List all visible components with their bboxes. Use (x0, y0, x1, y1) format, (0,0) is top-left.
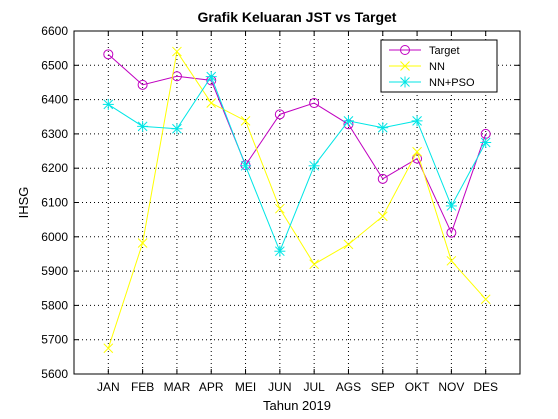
data-point-target (274, 109, 285, 120)
legend-label: NN+PSO (429, 77, 475, 89)
data-point-nn (343, 239, 354, 250)
data-point-nn-pso (205, 71, 217, 83)
y-axis-label: IHSG (16, 187, 31, 219)
x-tick-label: FEB (131, 380, 154, 394)
data-point-nn (446, 255, 457, 266)
x-tick-label: JUL (303, 380, 325, 394)
x-tick-label: OKT (405, 380, 430, 394)
data-point-nn (309, 259, 320, 270)
series-line-nn-pso (108, 75, 487, 253)
y-tick-label: 6000 (41, 230, 68, 244)
data-point-target (446, 227, 457, 238)
x-axis-label: Tahun 2019 (263, 398, 331, 413)
y-tick-label: 6200 (41, 161, 68, 175)
y-tick-label: 5900 (41, 264, 68, 278)
y-tick-label: 6300 (41, 127, 68, 141)
x-tick-label: SEP (371, 380, 395, 394)
data-point-nn-pso (102, 98, 114, 110)
series-layer (102, 46, 492, 354)
y-tick-label: 6500 (41, 58, 68, 72)
data-point-nn-pso (137, 120, 149, 132)
data-point-target (103, 49, 114, 60)
data-point-nn-pso (411, 115, 423, 127)
y-tick-label: 5600 (41, 367, 68, 381)
data-point-nn (480, 294, 491, 305)
data-point-nn (103, 343, 114, 354)
data-point-target (309, 98, 320, 109)
axis-ticks: 5600 5700 5800 5900 6000 6100 6200 6300 6400 6500… (41, 24, 520, 394)
data-point-nn (172, 46, 182, 57)
data-point-nn-pso (445, 200, 457, 212)
legend-marker (400, 45, 410, 55)
data-point-nn-pso (342, 115, 354, 127)
data-point-target (137, 79, 148, 90)
legend-item-target: Target (389, 45, 460, 57)
data-point-nn-pso (480, 136, 492, 148)
legend-item-nn-pso: NN+PSO (389, 76, 475, 89)
legend-label: NN (429, 61, 445, 73)
legend-marker (399, 76, 411, 88)
x-tick-label: NOV (438, 380, 464, 394)
y-tick-label: 5700 (41, 333, 68, 347)
x-tick-label: DES (473, 380, 498, 394)
x-tick-label: JUN (268, 380, 291, 394)
data-point-nn (377, 211, 388, 222)
data-point-nn-pso (171, 123, 183, 135)
y-tick-label: 6600 (41, 24, 68, 38)
data-point-nn-pso (240, 160, 252, 172)
data-point-nn (412, 146, 422, 157)
data-point-nn (206, 98, 217, 108)
data-point-nn-pso (377, 122, 389, 134)
series-line-nn (107, 50, 487, 349)
x-tick-label: JAN (97, 380, 120, 394)
y-tick-label: 5800 (41, 298, 68, 312)
data-point-target (377, 173, 388, 184)
chart-title: Grafik Keluaran JST vs Target (198, 9, 397, 25)
data-point-nn-pso (274, 245, 286, 257)
x-tick-label: MAR (164, 380, 191, 394)
data-point-nn (240, 116, 251, 126)
legend-label: Target (429, 45, 460, 57)
legend: Target NN NN+PSO (380, 39, 498, 93)
y-tick-label: 6100 (41, 196, 68, 210)
data-point-nn (274, 203, 285, 214)
x-tick-label: MEI (235, 380, 256, 394)
x-tick-label: APR (199, 380, 224, 394)
legend-marker (400, 61, 410, 71)
y-tick-label: 6400 (41, 93, 68, 107)
legend-item-nn: NN (389, 61, 445, 73)
data-point-nn (137, 238, 148, 248)
data-point-target (412, 153, 423, 164)
x-tick-label: AGS (336, 380, 361, 394)
data-point-nn-pso (308, 160, 320, 172)
